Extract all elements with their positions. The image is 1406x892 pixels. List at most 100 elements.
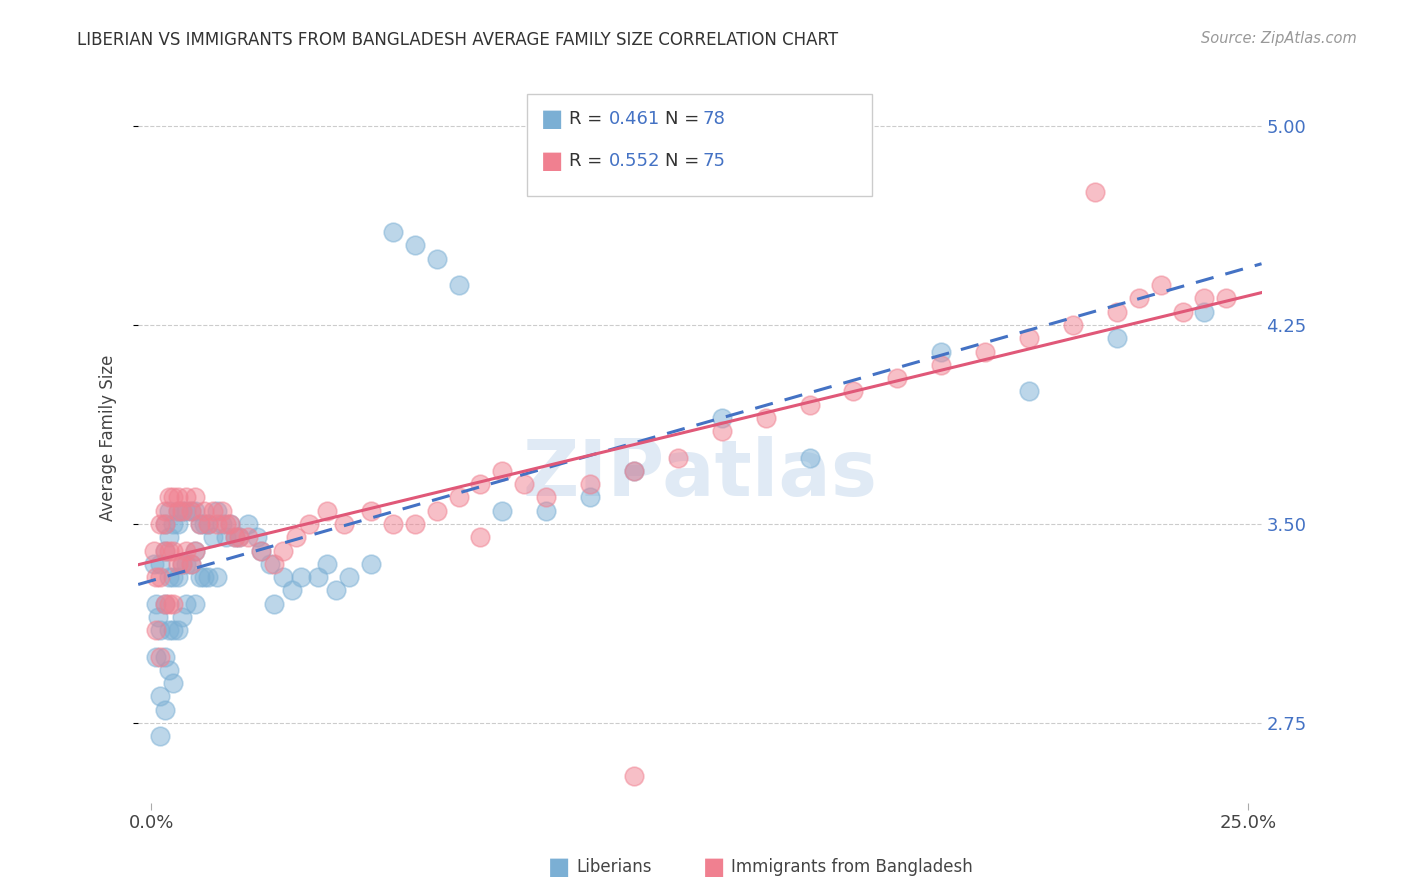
Text: Source: ZipAtlas.com: Source: ZipAtlas.com [1201,31,1357,46]
Point [1194,292,1216,306]
Point [162,570,184,584]
Point [176,504,198,518]
Point [710,424,733,438]
Point [404,238,426,252]
Text: 75: 75 [703,152,725,169]
Point [710,410,733,425]
Point [381,516,404,531]
Text: ■: ■ [703,855,725,879]
Point [224,530,246,544]
Point [146,610,169,624]
Point [1128,292,1150,306]
Point [166,504,188,518]
Point [224,530,246,544]
Point [201,530,224,544]
Point [205,504,228,518]
Point [197,570,219,584]
Point [149,690,172,704]
Point [180,557,202,571]
Point [426,252,449,266]
Point [184,491,207,505]
Point [157,504,180,518]
Point [142,543,165,558]
Point [157,530,180,544]
Point [184,543,207,558]
Point [404,516,426,531]
Text: LIBERIAN VS IMMIGRANTS FROM BANGLADESH AVERAGE FAMILY SIZE CORRELATION CHART: LIBERIAN VS IMMIGRANTS FROM BANGLADESH A… [77,31,838,49]
Point [263,597,285,611]
Point [166,491,188,505]
Point [259,557,281,571]
Point [193,570,215,584]
Point [1194,305,1216,319]
Point [470,477,492,491]
Text: R =: R = [569,152,609,169]
Point [176,597,198,611]
Point [381,225,404,239]
Point [145,597,167,611]
Point [491,504,513,518]
Point [188,516,211,531]
Point [149,557,172,571]
Point [145,649,167,664]
Point [145,570,167,584]
Point [184,543,207,558]
Point [315,504,337,518]
Point [325,583,347,598]
Point [153,597,176,611]
Point [929,344,952,359]
Point [536,504,558,518]
Point [157,663,180,677]
Point [149,570,172,584]
Point [157,597,180,611]
Point [470,530,492,544]
Point [1018,384,1040,399]
Point [1171,305,1194,319]
Point [333,516,356,531]
Point [205,570,228,584]
Point [162,623,184,637]
Text: ■: ■ [548,855,571,879]
Point [623,769,645,783]
Point [337,570,360,584]
Point [176,557,198,571]
Point [157,623,180,637]
Point [176,491,198,505]
Text: ■: ■ [541,149,564,172]
Point [166,557,188,571]
Point [153,543,176,558]
Point [153,543,176,558]
Point [579,491,602,505]
Point [250,543,273,558]
Point [170,557,193,571]
Point [153,516,176,531]
Point [236,516,259,531]
Point [755,410,778,425]
Point [799,450,821,465]
Point [180,557,202,571]
Point [149,516,172,531]
Point [157,570,180,584]
Point [513,477,536,491]
Point [579,477,602,491]
Point [315,557,337,571]
Point [929,358,952,372]
Point [290,570,312,584]
Point [180,504,202,518]
Point [162,676,184,690]
Text: ■: ■ [541,107,564,130]
Point [162,516,184,531]
Point [211,504,233,518]
Point [176,543,198,558]
Point [162,543,184,558]
Text: 0.461: 0.461 [609,110,659,128]
Point [447,278,470,293]
Point [166,623,188,637]
Point [426,504,449,518]
Point [536,491,558,505]
Point [271,543,294,558]
Point [1105,331,1128,345]
Point [197,516,219,531]
Point [149,623,172,637]
Point [285,530,308,544]
